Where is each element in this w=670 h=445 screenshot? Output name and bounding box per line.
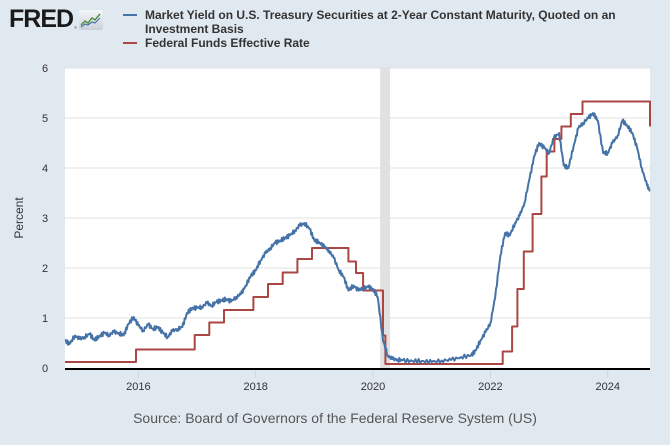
source-note: Source: Board of Governors of the Federa… — [133, 410, 537, 426]
legend-label: Federal Funds Effective Rate — [145, 36, 310, 50]
x-tick-label: 2018 — [243, 381, 267, 393]
legend-label: Market Yield on U.S. Treasury Securities… — [145, 8, 616, 36]
line-chart[interactable]: 0 1 2 3 4 5 6 2016 2018 2020 2022 2024 Percent — [0, 55, 670, 405]
fred-logo[interactable]: FRED ® — [9, 5, 104, 33]
x-tick-label: 2016 — [126, 381, 150, 393]
x-axis-ticks: 2016 2018 2020 2022 2024 — [126, 370, 620, 393]
y-axis-label: Percent — [12, 197, 26, 239]
logo-text: FRED — [9, 5, 74, 33]
x-tick-label: 2022 — [478, 381, 502, 393]
chart-header: FRED ® Market Yield on U.S. Treasury Sec… — [0, 0, 670, 60]
legend-swatch-red — [123, 42, 137, 44]
y-tick-label: 1 — [42, 313, 48, 325]
chart-legend: Market Yield on U.S. Treasury Securities… — [123, 8, 653, 50]
y-tick-label: 4 — [42, 163, 48, 175]
y-axis-ticks: 0 1 2 3 4 5 6 — [42, 63, 48, 375]
legend-item-dff[interactable]: Federal Funds Effective Rate — [123, 36, 653, 50]
recession-band — [380, 68, 391, 369]
series-line-treasury-2yr[interactable] — [64, 112, 651, 365]
x-tick-label: 2024 — [596, 381, 620, 393]
y-tick-label: 2 — [42, 263, 48, 275]
y-tick-label: 5 — [42, 113, 48, 125]
legend-swatch-blue — [123, 14, 137, 16]
y-tick-label: 0 — [42, 363, 48, 375]
gridlines — [65, 67, 650, 319]
recession-shading — [380, 68, 391, 369]
y-tick-label: 3 — [42, 213, 48, 225]
fred-chart-icon — [79, 10, 104, 30]
series-lines — [64, 100, 651, 365]
legend-item-dgs2[interactable]: Market Yield on U.S. Treasury Securities… — [123, 8, 653, 36]
registered-mark: ® — [74, 25, 78, 30]
y-tick-label: 6 — [42, 63, 48, 75]
x-tick-label: 2020 — [361, 381, 385, 393]
